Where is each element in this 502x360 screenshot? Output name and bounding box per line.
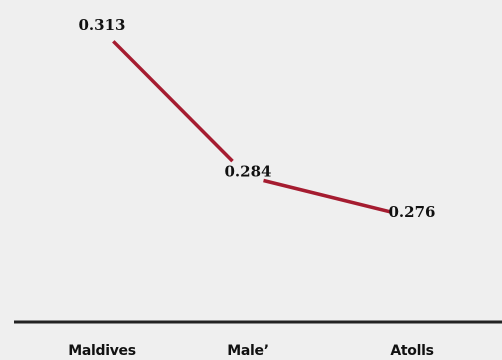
- line-segment-1: [112, 40, 234, 163]
- data-label-3: 0.276: [389, 203, 436, 221]
- line-segment-2: [263, 178, 392, 214]
- x-tick-label-1: Maldives: [68, 343, 136, 359]
- x-tick-label-2: Male’: [227, 343, 269, 359]
- data-label-2: 0.284: [225, 163, 272, 181]
- data-labels: 0.313 0.284 0.276: [79, 16, 436, 221]
- series-line: [112, 40, 392, 214]
- x-tick-label-3: Atolls: [390, 343, 433, 359]
- data-label-1: 0.313: [79, 16, 126, 34]
- x-tick-labels: Maldives Male’ Atolls: [68, 343, 434, 359]
